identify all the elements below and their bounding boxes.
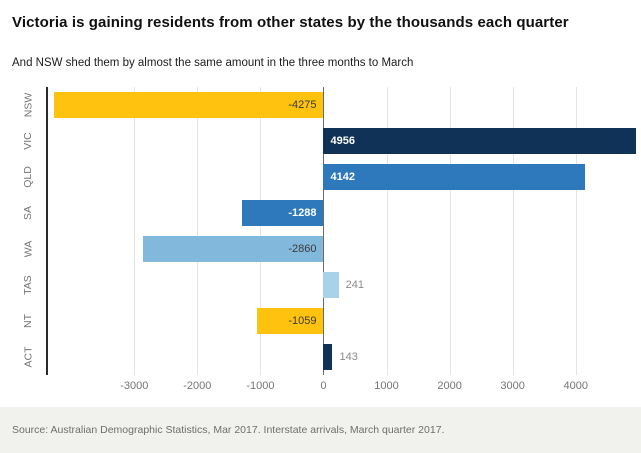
bar-wa (143, 236, 324, 262)
y-axis-label-text: WA (22, 240, 34, 258)
bar-chart: NSW VIC QLD SA WA TAS NT ACT -4275 4956 4142 -1288… (12, 87, 641, 395)
bar-nsw (53, 92, 324, 118)
footer: Source: Australian Demographic Statistic… (0, 407, 641, 453)
chart-row-vic: 4956 (46, 123, 636, 159)
x-tick-label: 0 (320, 380, 327, 392)
x-tick-label: -1000 (246, 380, 275, 392)
y-axis-label-nt: NT (12, 303, 44, 339)
x-tick-label: -2000 (183, 380, 212, 392)
plot-area: -4275 4956 4142 -1288 -2860 241 -1059 143 (46, 87, 636, 375)
gridline (197, 87, 199, 375)
y-axis-label-act: ACT (12, 339, 44, 375)
y-axis-labels: NSW VIC QLD SA WA TAS NT ACT (12, 87, 44, 375)
bar-value-label: 143 (339, 351, 358, 363)
bars-layer: -4275 4956 4142 -1288 -2860 241 -1059 143 (46, 87, 636, 375)
chart-row-act: 143 (46, 339, 636, 375)
y-axis-label-tas: TAS (12, 267, 44, 303)
bar-value-label: -1288 (288, 207, 317, 219)
bar-tas (323, 272, 339, 298)
y-axis-label-text: ACT (22, 346, 34, 368)
x-tick-label: 3000 (500, 380, 525, 392)
y-axis-label-text: NSW (22, 92, 34, 118)
bar-value-label: 4142 (330, 171, 355, 183)
x-tick-label: 2000 (437, 380, 462, 392)
chart-subtitle: And NSW shed them by almost the same amo… (12, 57, 414, 69)
x-tick-label: 1000 (374, 380, 399, 392)
gridline (449, 87, 451, 375)
gridline (575, 87, 577, 375)
y-axis-label-text: TAS (22, 275, 34, 295)
chart-row-sa: -1288 (46, 195, 636, 231)
gridline (134, 87, 136, 375)
gridlines-layer (46, 87, 636, 375)
y-axis-label-wa: WA (12, 231, 44, 267)
bar-sa (242, 200, 324, 226)
y-axis-label-text: SA (21, 205, 34, 221)
bar-qld (323, 164, 585, 190)
bar-vic (323, 128, 636, 154)
gridline (512, 87, 514, 375)
bar-value-label: -1059 (288, 315, 317, 327)
y-axis-label-text: QLD (22, 166, 34, 188)
y-axis-line (46, 87, 48, 375)
x-tick-label: -3000 (120, 380, 149, 392)
gridline (386, 87, 388, 375)
chart-row-qld: 4142 (46, 159, 636, 195)
y-axis-label-sa: SA (12, 195, 44, 231)
y-axis-label-text: NT (22, 314, 34, 328)
chart-row-nsw: -4275 (46, 87, 636, 123)
chart-row-nt: -1059 (46, 303, 636, 339)
y-axis-label-qld: QLD (12, 159, 44, 195)
bar-value-label: 4956 (330, 135, 355, 147)
x-tick-label: 4000 (563, 380, 588, 392)
chart-row-tas: 241 (46, 267, 636, 303)
zero-gridline (323, 87, 325, 375)
bar-act (323, 344, 333, 370)
y-axis-label-vic: VIC (12, 123, 44, 159)
x-axis: -3000 -2000 -1000 0 1000 2000 3000 4000 (46, 379, 636, 395)
gridline (260, 87, 262, 375)
bar-value-label: -4275 (288, 99, 317, 111)
chart-title: Victoria is gaining residents from other… (12, 14, 569, 31)
y-axis-label-nsw: NSW (12, 87, 44, 123)
bar-value-label: 241 (345, 279, 365, 291)
bar-value-label: -2860 (288, 243, 317, 255)
bar-nt (256, 308, 324, 334)
source-note: Source: Australian Demographic Statistic… (12, 424, 445, 436)
y-axis-label-text: VIC (21, 132, 34, 150)
chart-row-wa: -2860 (46, 231, 636, 267)
